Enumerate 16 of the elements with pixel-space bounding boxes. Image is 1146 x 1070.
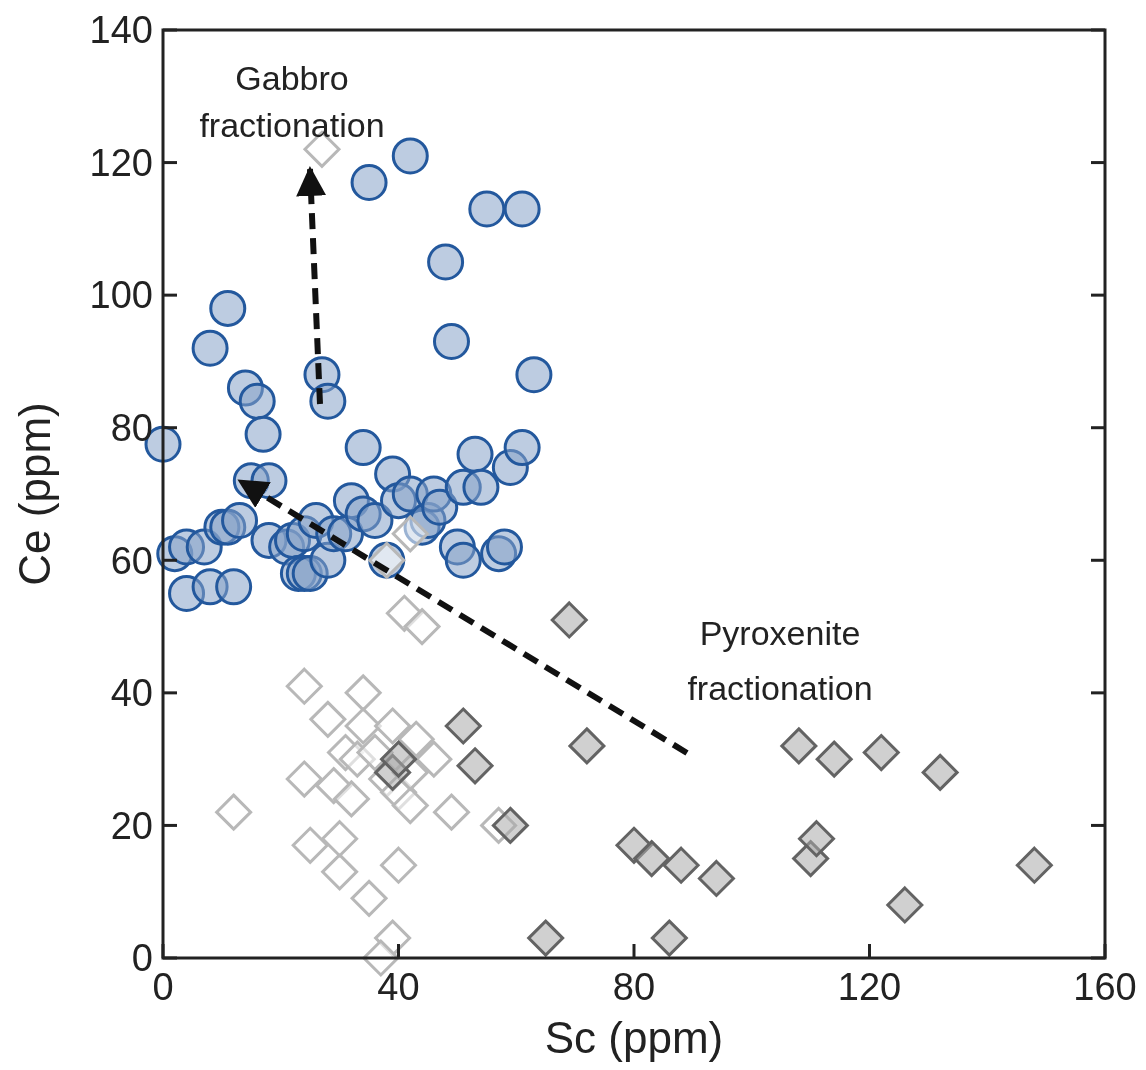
y-tick-label: 120 <box>89 141 153 184</box>
x-axis-title: Sc (ppm) <box>544 1013 724 1062</box>
y-tick-label: 20 <box>110 804 153 847</box>
x-tick-label: 80 <box>612 966 656 1008</box>
y-tick-label: 0 <box>131 937 153 980</box>
y-axis-title: Ce (ppm) <box>10 402 59 586</box>
y-tick-label: 40 <box>110 672 153 715</box>
x-tick-label: 40 <box>377 966 420 1008</box>
x-tick-label: 120 <box>837 966 902 1008</box>
annotation: Gabbro fractionation <box>199 59 385 144</box>
y-tick-label: 100 <box>89 274 153 317</box>
y-tick-label: 80 <box>110 407 153 450</box>
y-tick-label: 60 <box>110 539 153 582</box>
y-tick-label: 140 <box>89 9 153 52</box>
annotation: Pyroxenite fractionation <box>687 614 873 707</box>
x-tick-label: 160 <box>1073 966 1137 1008</box>
